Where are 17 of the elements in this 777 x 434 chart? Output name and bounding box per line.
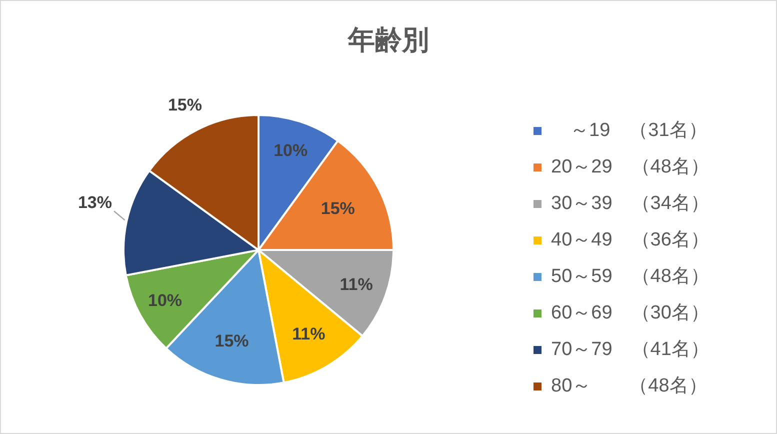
legend-label: 80～ （48名） bbox=[551, 376, 708, 397]
data-label: 11% bbox=[292, 324, 326, 344]
legend-label: 70～79 （41名） bbox=[551, 339, 710, 360]
data-label: 15% bbox=[214, 332, 249, 351]
data-label: 13% bbox=[78, 192, 112, 212]
chart-title: 年齢別 bbox=[346, 25, 430, 55]
data-label: 10% bbox=[148, 291, 182, 310]
legend-label: 20～29 （48名） bbox=[551, 156, 710, 178]
data-label: 15% bbox=[320, 199, 355, 218]
legend-label: 30～39 （34名） bbox=[551, 193, 710, 214]
data-label: 15% bbox=[168, 95, 202, 114]
legend-label: 50～59 （48名） bbox=[551, 266, 710, 288]
data-label: 10% bbox=[274, 140, 308, 160]
data-label: 11% bbox=[340, 274, 373, 294]
legend-label: ～19 （31名） bbox=[551, 120, 708, 142]
legend-label: 60～69 （30名） bbox=[551, 302, 710, 324]
legend-label: 40～49 （36名） bbox=[551, 230, 710, 251]
